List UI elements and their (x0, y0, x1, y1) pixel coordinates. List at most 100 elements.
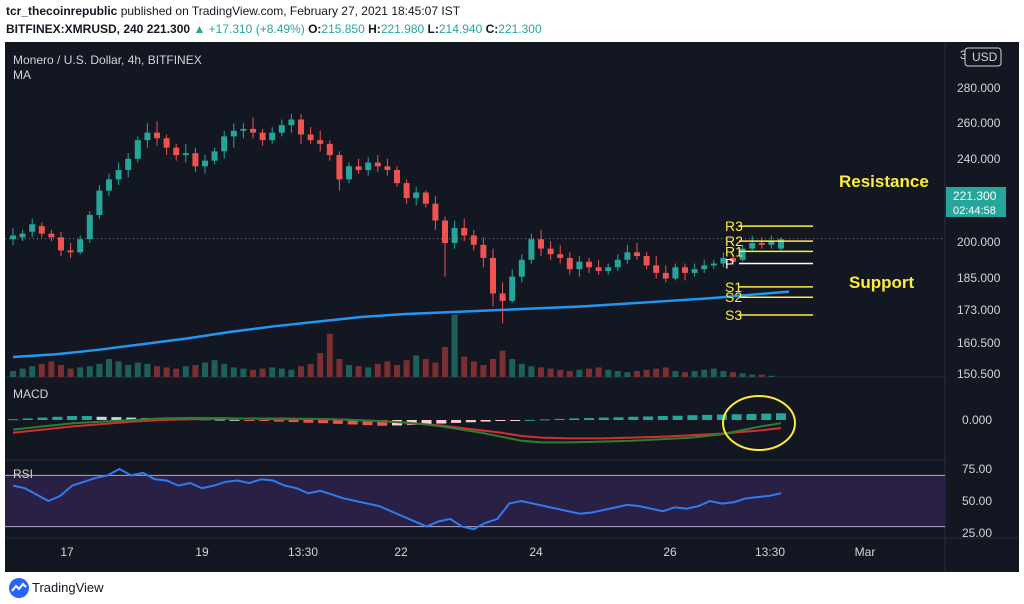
volume-bar (307, 363, 314, 377)
support-annotation: Support (849, 273, 914, 292)
volume-bar (182, 366, 189, 377)
candle-countdown: 02:44:58 (953, 205, 996, 217)
volume-bar (355, 366, 362, 377)
candle-body (758, 242, 765, 245)
price-tick-label: 173.000 (957, 303, 1001, 317)
candle-body (134, 140, 141, 159)
candle-body (595, 267, 602, 272)
low-label: L: (427, 22, 439, 36)
candle-body (163, 138, 170, 148)
close-label: C: (485, 22, 499, 36)
candle-body (58, 237, 64, 251)
volume-bar (682, 372, 688, 377)
candle-body (106, 179, 112, 191)
macd-histogram-bar (598, 417, 609, 420)
candle-body (672, 267, 679, 279)
chart-footer: TradingView (0, 572, 1024, 604)
candle-body (490, 257, 496, 294)
chart-area[interactable]: R3 R2 R1 P S1 S2 S3 Resistance Support MACD RSI … (5, 42, 1019, 572)
time-tick-label: 13:30 (755, 545, 785, 559)
open-value: 215.850 (321, 22, 365, 36)
tradingview-logo-icon[interactable] (8, 577, 30, 599)
macd-histogram-bar (672, 415, 683, 420)
volume-bar (586, 368, 592, 377)
volume-bar (413, 355, 420, 377)
candle-body (38, 226, 45, 234)
time-tick-label: 19 (195, 545, 209, 559)
macd-histogram-bar (687, 415, 698, 420)
candle-body (365, 162, 372, 171)
volume-bar (67, 368, 74, 377)
candle-body (19, 233, 26, 238)
candle-body (115, 170, 122, 180)
volume-bar (451, 314, 458, 377)
volume-bar (538, 367, 544, 377)
volume-bar (374, 363, 381, 377)
candle-body (192, 153, 199, 167)
candle-body (614, 259, 621, 268)
candle-body (653, 265, 660, 273)
price-change: ▲ +17.310 (+8.49%) (193, 22, 305, 36)
candle-body (461, 228, 468, 236)
rsi-tick-label: 75.00 (962, 462, 992, 476)
macd-histogram-bar (539, 419, 550, 421)
candle-body (480, 244, 487, 258)
macd-histogram-bar (273, 420, 284, 422)
tradingview-brand[interactable]: TradingView (32, 580, 104, 595)
price-tick-label: 240.000 (957, 152, 1001, 166)
candle-body (346, 166, 352, 180)
candle-body (509, 276, 516, 301)
macd-histogram-bar (347, 420, 358, 425)
rsi-label: RSI (13, 467, 33, 481)
volume-bar (768, 375, 775, 377)
volume-bar (58, 365, 64, 377)
candle-body (739, 248, 746, 260)
candle-body (394, 170, 400, 184)
currency-button[interactable] (964, 47, 1002, 67)
chart-title: Monero / U.S. Dollar, 4h, BITFINEX (13, 53, 202, 67)
published-text: published on TradingView.com, February 2… (120, 4, 461, 18)
candle-body (413, 192, 420, 199)
candle-body (250, 128, 256, 133)
macd-histogram-bar (716, 414, 727, 420)
open-label: O: (308, 22, 322, 36)
macd-histogram-bar (288, 420, 299, 423)
candle-body (326, 143, 333, 156)
current-price: 221.300 (146, 22, 191, 36)
candle-body (86, 214, 93, 240)
volume-bar (490, 359, 496, 377)
volume-bar (643, 369, 650, 377)
volume-bar (326, 333, 333, 377)
macd-histogram-bar (510, 420, 521, 421)
macd-histogram-bar (111, 417, 122, 420)
candle-body (730, 257, 736, 262)
volume-bar (710, 368, 717, 377)
volume-bar (192, 365, 199, 377)
symbol-label: BITFINEX:XMRUSD, 240 (6, 22, 144, 36)
chart-header: tcr_thecoinrepublic published on Trading… (0, 0, 1024, 40)
pivot-label-s1: S1 (725, 279, 742, 295)
macd-line (12, 416, 782, 444)
candle-body (48, 233, 55, 238)
macd-histogram-bar (67, 416, 78, 420)
candle-body (278, 125, 285, 133)
volume-bar (758, 374, 765, 377)
volume-bar (634, 371, 640, 377)
publisher-name[interactable]: tcr_thecoinrepublic (6, 4, 118, 18)
candle-body (538, 239, 544, 249)
candle-body (221, 136, 228, 152)
candle-body (125, 158, 132, 171)
candle-body (634, 252, 640, 257)
macd-crossover-highlight (722, 395, 796, 451)
candle-body (432, 203, 439, 221)
macd-histogram-bar (229, 419, 240, 421)
volume-bar (653, 368, 660, 377)
candle-body (749, 242, 756, 249)
rsi-line (12, 467, 782, 531)
volume-bar (662, 367, 669, 377)
volume-bar (144, 363, 151, 377)
macd-histogram-bar (554, 418, 565, 420)
price-tick-label: 280.000 (957, 81, 1001, 95)
volume-bar (624, 372, 631, 377)
